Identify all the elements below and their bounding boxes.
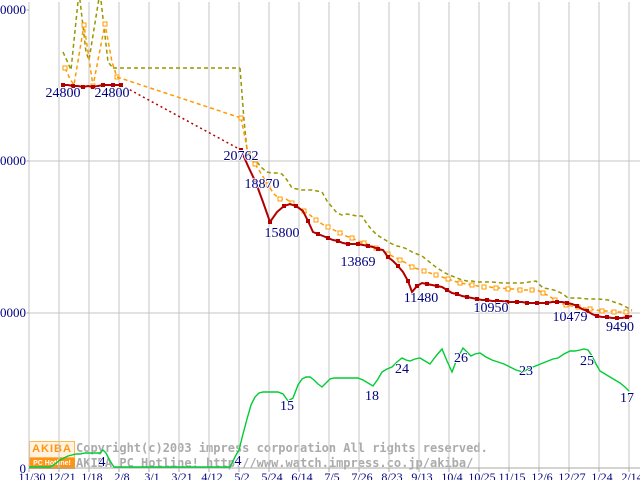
shop-count-label: 26 — [454, 351, 468, 366]
y-axis-tick-label: 20000 — [0, 153, 26, 168]
x-axis-tick-label: 12/6 — [531, 470, 553, 480]
x-axis-tick-label: 6/14 — [291, 470, 313, 480]
price-label: 15800 — [264, 226, 300, 241]
x-axis-tick-label: 11/30 — [18, 470, 46, 480]
shop-count-label: 25 — [580, 354, 594, 369]
x-axis-tick-label: 2/14 — [621, 470, 640, 480]
shop-count-label: 23 — [519, 364, 533, 379]
shop-count-label: 17 — [620, 391, 634, 406]
logo-pc-hotline-text: PC Hotline! — [29, 458, 75, 469]
shop-count-label: 4 — [98, 455, 106, 470]
price-label: 18870 — [244, 177, 280, 192]
y-axis-tick-label: 0 — [19, 461, 27, 476]
x-axis-tick-label: 3/1 — [144, 470, 160, 480]
shop-count-label: 15 — [280, 399, 294, 414]
y-axis-tick-label: 30000 — [0, 2, 26, 17]
price-label: 13869 — [340, 255, 376, 270]
x-axis-tick-label: 7/26 — [351, 470, 373, 480]
x-axis-tick-label: 8/23 — [381, 470, 403, 480]
x-axis-tick-label: 1/18 — [81, 470, 103, 480]
shop-count-label: 4 — [234, 454, 242, 469]
x-axis-tick-label: 10/25 — [468, 470, 496, 480]
x-axis-tick-label: 10/4 — [441, 470, 463, 480]
price-label: 24800 — [94, 86, 130, 101]
shop-count-label: 24 — [395, 362, 409, 377]
x-axis-tick-label: 2/8 — [114, 470, 130, 480]
shop-count-label: 18 — [365, 389, 379, 404]
price-label: 9490 — [606, 320, 634, 335]
price-label: 11480 — [403, 291, 439, 306]
price-label: 10479 — [552, 310, 588, 325]
x-axis-tick-label: 5/24 — [261, 470, 283, 480]
price-label: 24800 — [45, 86, 81, 101]
x-axis-tick-label: 5/2 — [234, 470, 250, 480]
x-axis-tick-label: 12/27 — [558, 470, 586, 480]
y-axis-tick-label: 10000 — [0, 305, 26, 320]
x-axis-tick-label: 3/21 — [171, 470, 193, 480]
price-label: 10950 — [473, 301, 509, 316]
x-axis-tick-label: 12/21 — [48, 470, 76, 480]
akiba-pc-hotline-logo: AKIBA PC Hotline! — [29, 441, 75, 469]
x-axis-tick-label: 7/5 — [324, 470, 340, 480]
x-axis-tick-label: 11/15 — [498, 470, 526, 480]
x-axis-tick-label: 4/12 — [201, 470, 223, 480]
price-label: 20762 — [223, 149, 259, 164]
x-axis-tick-label: 1/24 — [591, 470, 613, 480]
x-axis-tick-label: 9/13 — [411, 470, 433, 480]
logo-akiba-text: AKIBA — [29, 441, 75, 458]
